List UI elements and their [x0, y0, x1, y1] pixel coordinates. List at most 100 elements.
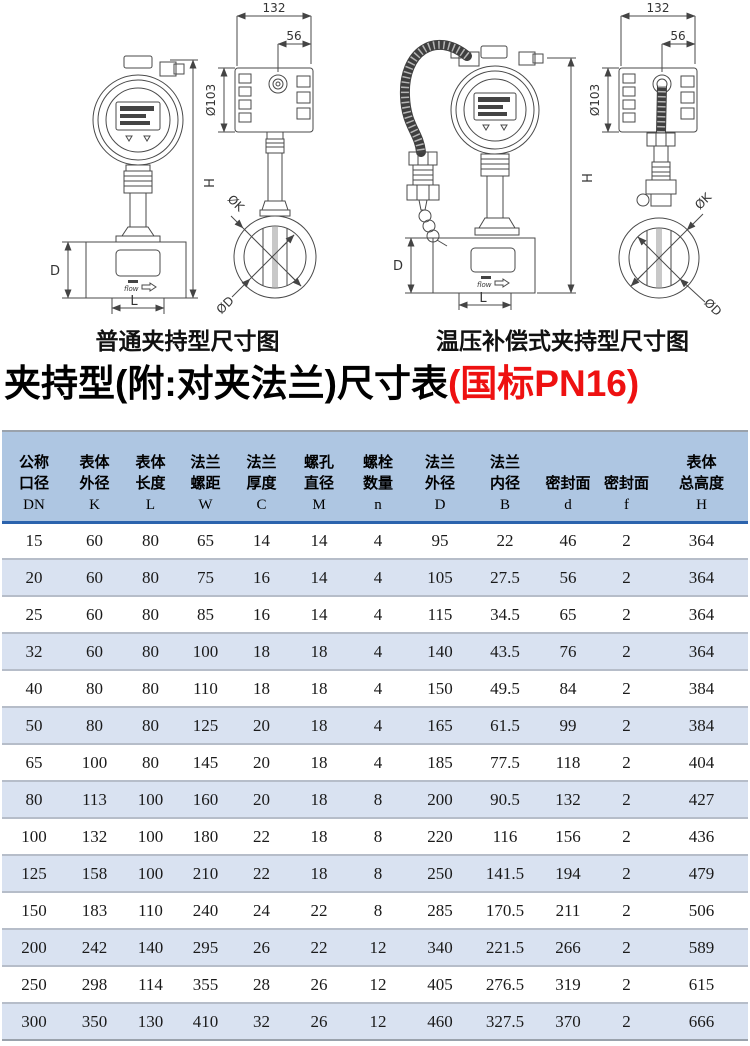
table-cell: 355: [178, 965, 233, 1004]
table-cell: 410: [178, 1002, 233, 1042]
dim-label-d-body: D: [393, 259, 403, 274]
table-cell: 99: [538, 706, 598, 745]
table-cell: 65: [197, 531, 214, 551]
dim-label-56: 56: [670, 29, 685, 43]
table-cell: 60: [66, 595, 123, 634]
diagram-ordinary-clamp: H: [0, 0, 375, 322]
table-cell: 65: [2, 743, 66, 782]
table-cell: 80: [123, 558, 178, 597]
table-cell: 65: [538, 595, 598, 634]
table-cell: 22: [496, 531, 514, 551]
table-header-row: 公称 口径 DN 表体 外径 K 表体 长度 L 法兰 螺距 W 法兰 厚度 C 螺孔 直径 M 螺栓 数量 n 法兰 外径…: [2, 430, 748, 524]
table-cell: 298: [66, 965, 123, 1004]
table-cell: 115: [408, 595, 472, 634]
table-cell: 14: [290, 595, 348, 634]
table-cell: 84: [538, 669, 598, 708]
table-cell: 26: [233, 928, 290, 967]
table-cell: 114: [123, 965, 178, 1004]
table-cell: 180: [178, 817, 233, 856]
table-cell: 2: [598, 558, 655, 597]
table-cell: 76: [538, 632, 598, 671]
dim-label-l: L: [130, 294, 138, 309]
table-cell: 427: [655, 780, 748, 819]
table-cell: 60: [66, 632, 123, 671]
table-cell: 100: [123, 817, 178, 856]
table-cell: 14: [253, 531, 270, 551]
table-cell: 2: [598, 706, 655, 745]
table-cell: 12: [348, 1002, 408, 1042]
table-cell: 2: [598, 743, 655, 782]
table-cell: 61.5: [472, 706, 538, 745]
table-cell: 194: [538, 854, 598, 893]
table-cell: 46: [559, 531, 577, 551]
table-cell: 18: [233, 632, 290, 671]
ordinary-clamp-drawing: H: [50, 1, 317, 317]
table-cell: 18: [233, 669, 290, 708]
dim-label-h: H: [578, 173, 593, 183]
table-cell: 16: [233, 595, 290, 634]
table-cell: 116: [472, 817, 538, 856]
dim-label-132: 132: [647, 1, 670, 15]
table-cell: 118: [538, 743, 598, 782]
col-header-d: 密封面 d: [538, 430, 598, 524]
table-cell: 100: [123, 780, 178, 819]
table-cell: 300: [2, 1002, 66, 1042]
table-cell: 18: [290, 706, 348, 745]
table-cell: 22: [233, 854, 290, 893]
table-cell: 2: [598, 1002, 655, 1042]
col-header-L: 表体 长度 L: [123, 430, 178, 524]
table-cell: 185: [408, 743, 472, 782]
table-row-dn-50: 50 80 80 125 20 18 4 165 61.5 99 2 384: [2, 706, 748, 745]
col-header-C: 法兰 厚度 C: [233, 430, 290, 524]
dim-label-l: L: [479, 291, 487, 306]
table-cell: 460: [408, 1002, 472, 1042]
table-cell: 250: [2, 965, 66, 1004]
dimension-table: 公称 口径 DN 表体 外径 K 表体 长度 L 法兰 螺距 W 法兰 厚度 C 螺孔 直径 M 螺栓 数量 n 法兰 外径…: [2, 430, 748, 1042]
table-cell: 49.5: [472, 669, 538, 708]
table-cell: 18: [290, 780, 348, 819]
table-cell: 130: [123, 1002, 178, 1042]
flow-label: flow: [124, 285, 139, 293]
title-standard-highlight: (国标PN16): [447, 363, 640, 404]
table-cell: 105: [408, 558, 472, 597]
table-cell: 384: [655, 669, 748, 708]
table-cell: 20: [233, 780, 290, 819]
table-cell: 160: [178, 780, 233, 819]
table-cell: 295: [178, 928, 233, 967]
table-row-dn-100: 100 132 100 180 22 18 8 220 116 156 2 436: [2, 817, 748, 856]
table-cell: 250: [408, 854, 472, 893]
table-cell: 285: [408, 891, 472, 930]
table-cell: 327.5: [472, 1002, 538, 1042]
table-row-dn-65: 65 100 80 145 20 18 4 185 77.5 118 2 404: [2, 743, 748, 782]
table-row-dn-15: 15 60 80 65 14 14 4 95 22 46 2 364: [2, 522, 748, 559]
table-header: 公称 口径 DN 表体 外径 K 表体 长度 L 法兰 螺距 W 法兰 厚度 C 螺孔 直径 M 螺栓 数量 n 法兰 外径…: [2, 430, 748, 524]
table-cell: 2: [598, 891, 655, 930]
dim-label-103: Ø103: [588, 84, 602, 116]
table-cell: 80: [123, 595, 178, 634]
table-cell: 4: [348, 632, 408, 671]
col-header-D: 法兰 外径 D: [408, 430, 472, 524]
table-cell: 22: [290, 891, 348, 930]
table-cell: 22: [290, 928, 348, 967]
compensated-clamp-drawing: H: [393, 1, 724, 319]
table-cell: 404: [655, 743, 748, 782]
table-cell: 27.5: [472, 558, 538, 597]
table-cell: 12: [348, 928, 408, 967]
table-cell: 145: [178, 743, 233, 782]
table-cell: 589: [655, 928, 748, 967]
table-cell: 350: [66, 1002, 123, 1042]
table-cell: 405: [408, 965, 472, 1004]
dim-label-56: 56: [286, 29, 301, 43]
table-cell: 4: [373, 531, 383, 551]
table-cell: 95: [431, 531, 449, 551]
table-cell: 77.5: [472, 743, 538, 782]
table-cell: 8: [348, 780, 408, 819]
table-cell: 12: [348, 965, 408, 1004]
table-cell: 132: [538, 780, 598, 819]
table-cell: 220: [408, 817, 472, 856]
table-cell: 32: [2, 632, 66, 671]
table-row-dn-200: 200 242 140 295 26 22 12 340 221.5 266 2 589: [2, 928, 748, 967]
diagram-panel: H: [0, 0, 750, 322]
dim-label-d-body: D: [50, 264, 60, 279]
dim-label-d-dia: ØD: [701, 296, 724, 319]
